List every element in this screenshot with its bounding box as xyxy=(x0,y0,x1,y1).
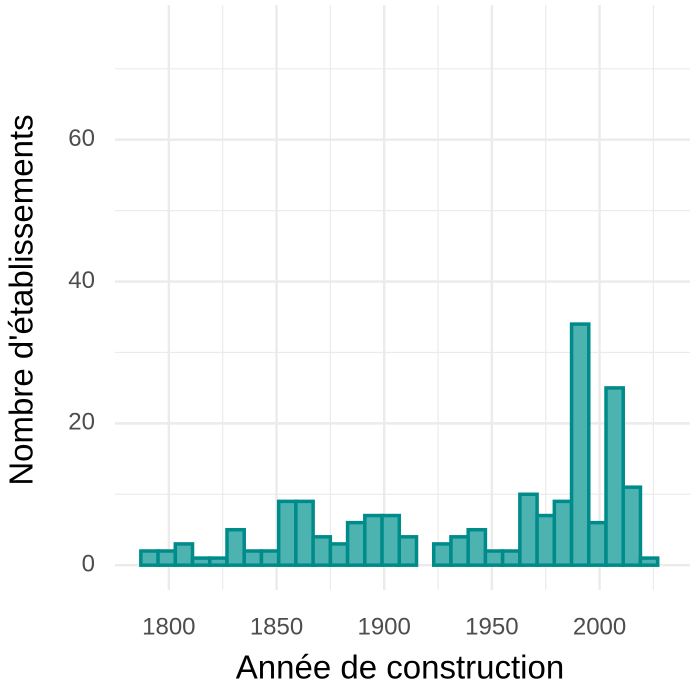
x-tick-label: 1900 xyxy=(357,613,410,640)
bar xyxy=(604,386,625,567)
x-tick-label: 1850 xyxy=(250,613,303,640)
bar xyxy=(311,535,333,567)
bar xyxy=(466,527,488,567)
bar xyxy=(380,513,402,567)
bar xyxy=(535,513,557,567)
bar xyxy=(621,485,643,567)
bar xyxy=(363,513,384,567)
bar xyxy=(345,520,367,567)
bar xyxy=(294,499,315,567)
bar xyxy=(208,556,229,567)
bar xyxy=(259,549,281,567)
bar xyxy=(328,542,350,567)
bar xyxy=(225,527,246,567)
bar xyxy=(156,549,178,567)
bar xyxy=(569,322,591,567)
y-tick-label: 20 xyxy=(68,409,95,436)
bar xyxy=(242,549,264,567)
bar xyxy=(518,492,539,567)
y-axis-title: Nombre d'établissements xyxy=(3,114,40,485)
bar xyxy=(276,499,298,567)
bar xyxy=(397,535,419,567)
bar xyxy=(190,556,212,567)
bar xyxy=(483,549,505,567)
bar xyxy=(139,549,160,567)
y-tick-label: 0 xyxy=(82,551,95,578)
bar xyxy=(500,549,522,567)
y-tick-label: 40 xyxy=(68,267,95,294)
y-tick-label: 60 xyxy=(68,125,95,152)
bar xyxy=(449,535,470,567)
bar xyxy=(431,542,453,567)
x-tick-label: 1950 xyxy=(465,613,518,640)
x-tick-label: 2000 xyxy=(573,613,626,640)
x-tick-label: 1800 xyxy=(142,613,195,640)
bar xyxy=(552,499,574,567)
bar xyxy=(173,542,195,567)
bar xyxy=(587,520,608,567)
x-axis-title: Année de construction xyxy=(236,649,564,686)
bar xyxy=(638,556,660,567)
